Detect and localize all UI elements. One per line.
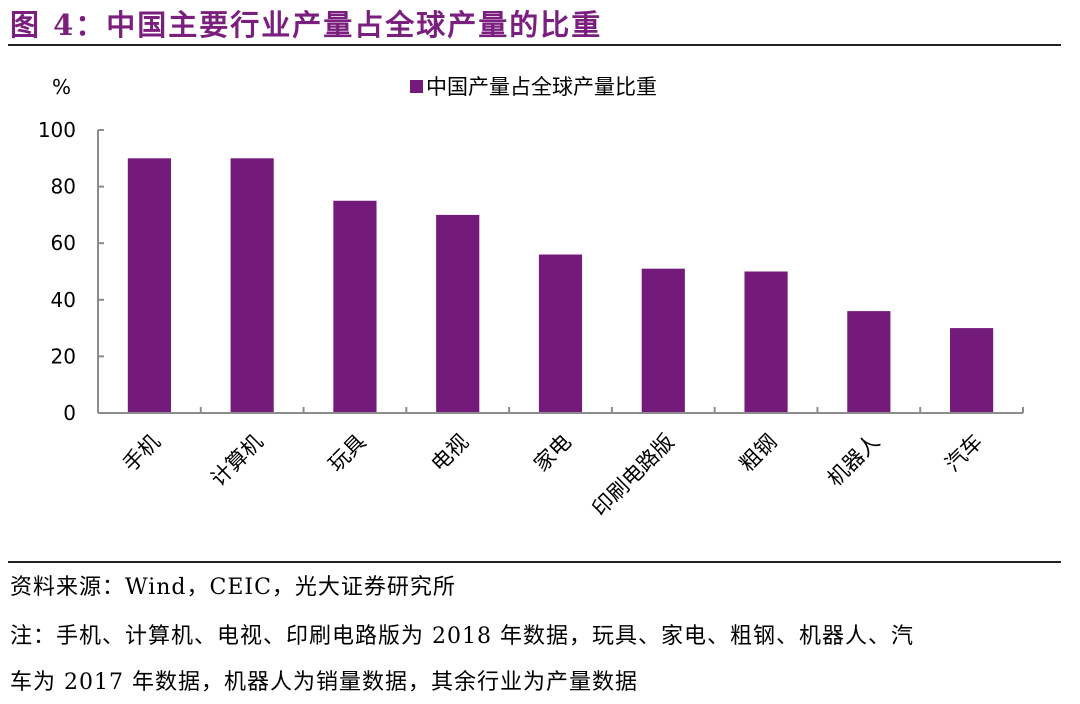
y-tick-label: 60 (51, 231, 76, 255)
x-tick-label: 家电 (529, 430, 576, 477)
bar-4 (436, 214, 480, 413)
y-tick-label: 100 (38, 118, 76, 142)
bar-1 (127, 158, 171, 413)
bar-8 (847, 311, 891, 413)
x-tick-label: 粗钢 (735, 430, 782, 477)
x-tick-label: 印刷电路版 (588, 430, 679, 521)
y-axis: 0 20 40 60 80 100 (38, 118, 104, 425)
bar-2 (230, 158, 274, 413)
y-tick-label: 20 (51, 344, 76, 368)
x-tick-label: 机器人 (823, 430, 885, 492)
bar-5 (538, 254, 583, 413)
legend-swatch (410, 80, 423, 93)
x-tick-label: 计算机 (206, 430, 268, 492)
figure-title: 图 4：中国主要行业产量占全球产量的比重 (10, 2, 602, 44)
x-axis (97, 407, 1024, 414)
x-tick-label: 玩具 (324, 430, 371, 477)
y-unit-label: % (52, 75, 71, 99)
x-tick-label: 电视 (427, 430, 474, 477)
bar-3 (333, 200, 377, 413)
figure-title-text: 图 4：中国主要行业产量占全球产量的比重 (10, 8, 603, 42)
y-tick-label: 80 (51, 175, 76, 199)
top-rule (8, 44, 1061, 46)
bars (127, 158, 994, 413)
y-tick-label: 0 (63, 401, 76, 425)
x-tick-label: 手机 (118, 430, 165, 477)
legend-label: 中国产量占全球产量比重 (426, 75, 657, 99)
bar-chart: % 中国产量占全球产量比重 0 20 40 60 80 100 手机 计算机 玩具 电视 家电 印刷… (38, 75, 1024, 521)
bar-6 (641, 268, 685, 413)
footnote-line-1: 注：手机、计算机、电视、印刷电路版为 2018 年数据，玩具、家电、粗钢、机器人… (10, 624, 914, 649)
legend: 中国产量占全球产量比重 (410, 75, 657, 99)
bar-7 (744, 271, 788, 413)
bottom-rule (8, 561, 1061, 563)
footnote-line-2: 车为 2017 年数据，机器人为销量数据，其余行业为产量数据 (10, 670, 638, 695)
x-tick-label: 汽车 (940, 430, 987, 477)
y-tick-label: 40 (51, 288, 76, 312)
bar-9 (950, 328, 994, 413)
x-tick-labels: 手机 计算机 玩具 电视 家电 印刷电路版 粗钢 机器人 汽车 (118, 430, 987, 521)
source-note: 资料来源：Wind，CEIC，光大证券研究所 (10, 575, 456, 600)
